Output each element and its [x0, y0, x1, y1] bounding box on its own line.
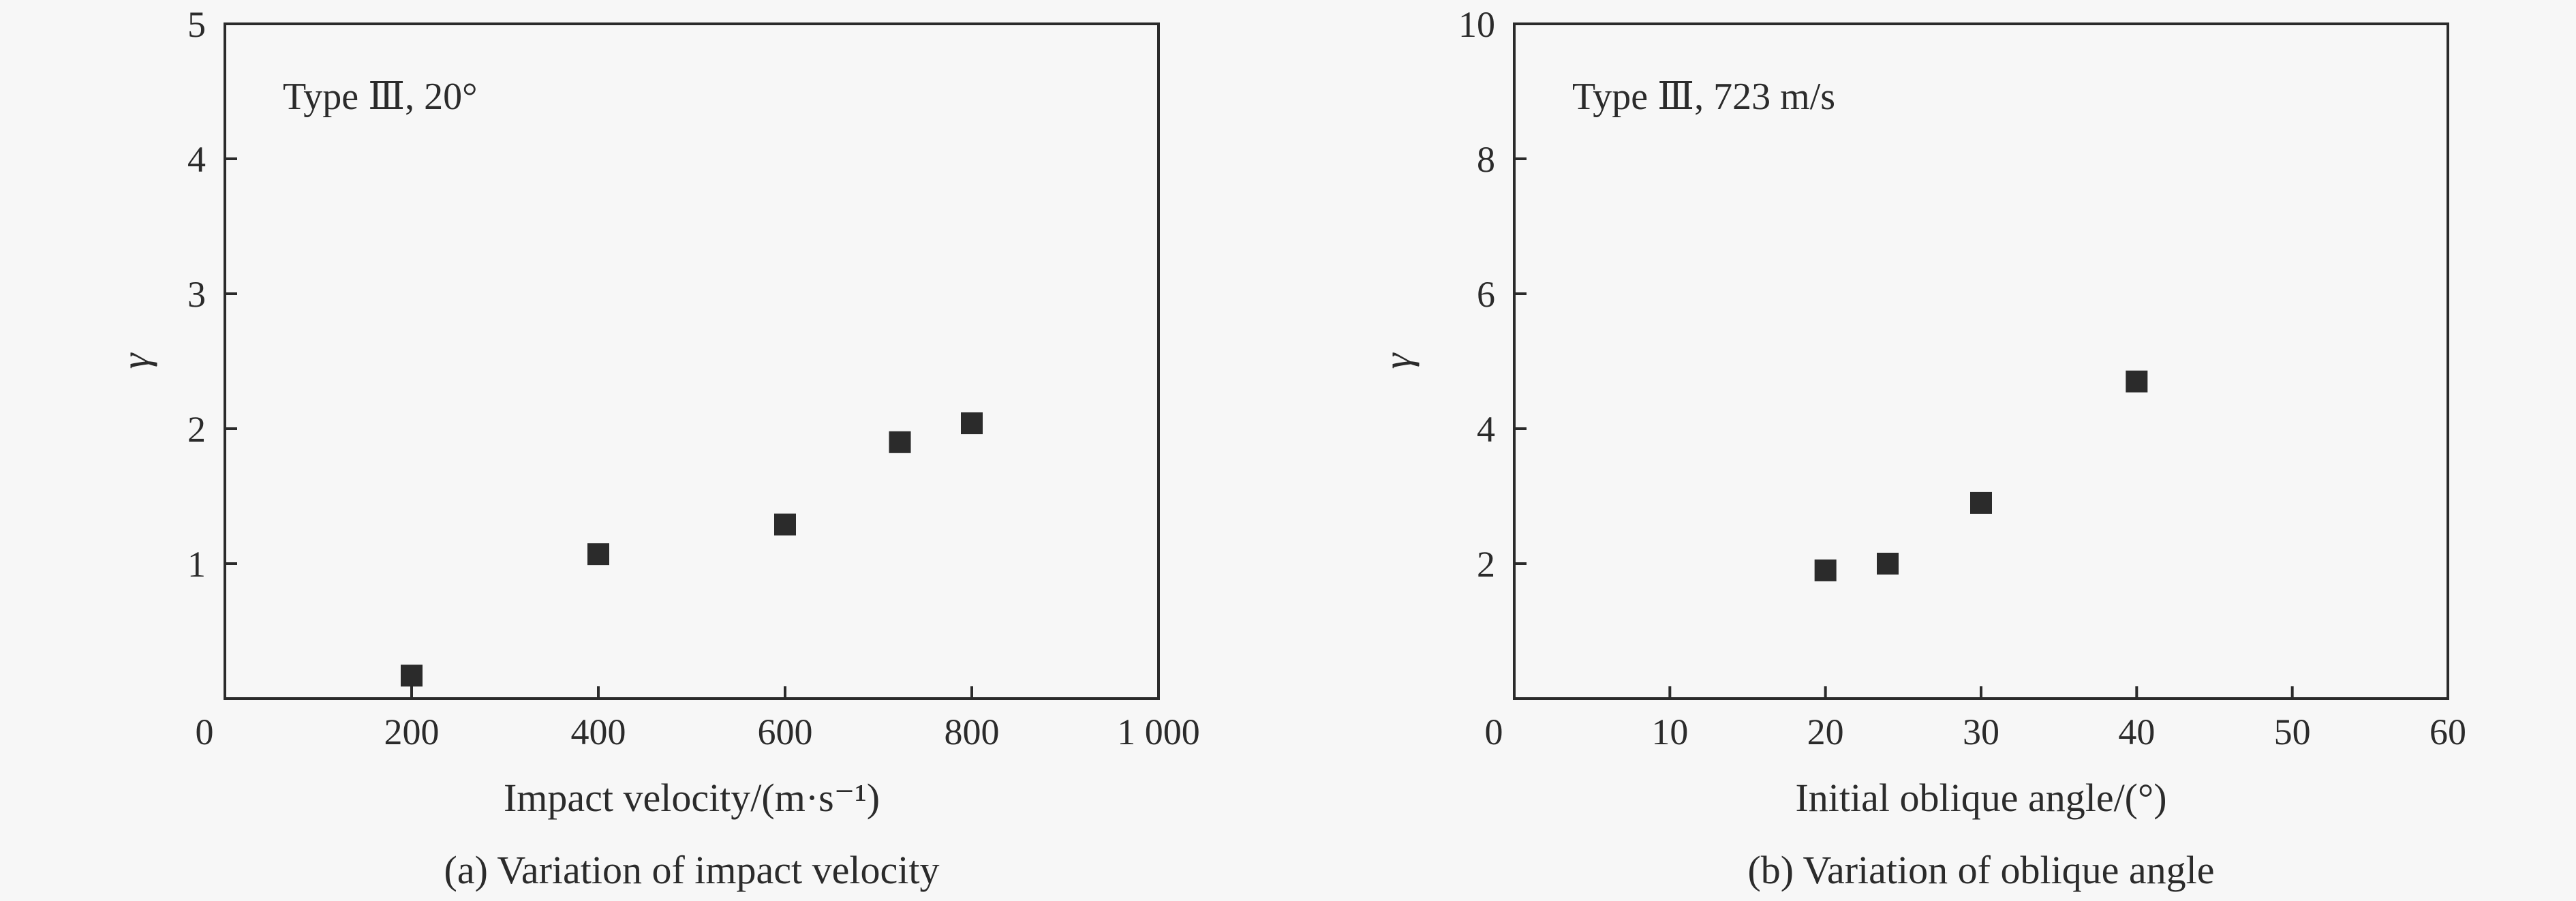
- panel-annotation: Type Ⅲ, 723 m/s: [1572, 76, 1835, 118]
- x-tick-label: 200: [384, 712, 440, 752]
- x-axis-label: Initial oblique angle/(°): [1795, 776, 2166, 820]
- data-markers: [401, 412, 983, 687]
- x-tick-label: 600: [758, 712, 813, 752]
- panel-a: 0 200 400 600 800 1 000 1 2 3 4 5 Type Ⅲ, 20° γ Im…: [113, 4, 1200, 892]
- panel-caption: (b) Variation of oblique angle: [1747, 848, 2214, 892]
- tick-labels: 0 10 20 30 40 50 60 2 4 6 8 10: [1458, 4, 2466, 752]
- panel-caption: (a) Variation of impact velocity: [444, 848, 940, 892]
- y-tick-label: 4: [187, 139, 206, 180]
- data-point: [401, 665, 423, 687]
- x-tick-label: 60: [2429, 712, 2466, 752]
- tick-marks: [224, 22, 1160, 699]
- y-tick-label: 5: [187, 4, 206, 45]
- y-axis-label: γ: [1375, 352, 1420, 369]
- data-point: [2126, 370, 2148, 393]
- data-point: [1877, 553, 1899, 575]
- data-point: [961, 412, 983, 435]
- y-tick-label: 10: [1458, 4, 1495, 45]
- x-axis-label: Impact velocity/(m·s⁻¹): [504, 776, 880, 820]
- x-tick-label: 20: [1807, 712, 1844, 752]
- x-tick-label: 800: [945, 712, 1000, 752]
- y-tick-label: 3: [187, 274, 206, 315]
- tick-marks: [1513, 22, 2449, 699]
- data-point: [774, 513, 796, 536]
- y-tick-label: 6: [1477, 274, 1495, 315]
- y-tick-label: 8: [1477, 139, 1495, 180]
- x-tick-label: 1 000: [1117, 712, 1200, 752]
- plot-frame: [1513, 22, 2449, 700]
- data-point: [1814, 559, 1837, 581]
- y-tick-label: 1: [187, 544, 206, 585]
- data-point: [587, 543, 609, 566]
- x-tick-label: 30: [1963, 712, 1999, 752]
- origin-label: 0: [196, 712, 214, 752]
- y-tick-label: 4: [1477, 409, 1495, 450]
- x-tick-label: 50: [2274, 712, 2311, 752]
- panel-annotation: Type Ⅲ, 20°: [283, 76, 478, 118]
- tick-labels: 0 200 400 600 800 1 000 1 2 3 4 5: [187, 4, 1200, 752]
- origin-label: 0: [1485, 712, 1503, 752]
- plot-frame: [224, 22, 1160, 700]
- x-tick-label: 10: [1651, 712, 1688, 752]
- x-tick-label: 40: [2118, 712, 2155, 752]
- x-tick-label: 400: [571, 712, 626, 752]
- y-tick-label: 2: [187, 409, 206, 450]
- panel-b: 0 10 20 30 40 50 60 2 4 6 8 10 Type Ⅲ, 723 m/s γ In…: [1375, 4, 2466, 892]
- data-point: [1970, 491, 1992, 514]
- y-axis-label: γ: [113, 352, 157, 369]
- data-markers: [1814, 370, 2148, 581]
- data-point: [889, 431, 911, 453]
- y-tick-label: 2: [1477, 544, 1495, 585]
